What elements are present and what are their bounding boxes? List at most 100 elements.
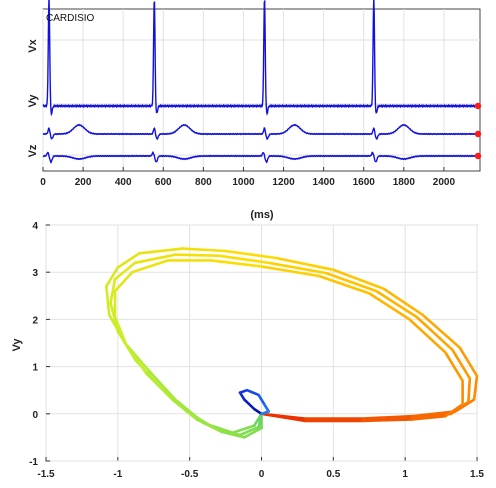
ecg-x-tick-label: 1200 bbox=[272, 177, 295, 188]
ecg-title: CARDISIO bbox=[46, 13, 95, 24]
ecg-panel: 0 200 400 600 800 1000 1200 1400 1600 1800 2000 CA… bbox=[27, 0, 482, 221]
vcg-loop-segment bbox=[109, 277, 117, 305]
vcg-x-tick-label: -1 bbox=[113, 469, 122, 480]
vcg-loop-segment bbox=[224, 249, 278, 260]
vcg-loop-segment bbox=[421, 313, 462, 350]
ecg-x-tick-label: 1800 bbox=[393, 177, 416, 188]
vcg-loop-segment bbox=[408, 318, 447, 354]
vcg-loop-segment bbox=[174, 253, 220, 257]
vcg-loop-segment bbox=[367, 292, 411, 321]
vcg-y-tick-label: 2 bbox=[32, 315, 38, 326]
vcg-loop-segment bbox=[138, 247, 184, 255]
vcg-x-tick-label: 1 bbox=[402, 469, 408, 480]
ecg-end-marker bbox=[474, 152, 482, 160]
vcg-x-tick-label: 0.5 bbox=[326, 469, 340, 480]
vcg-loop-segment bbox=[130, 259, 170, 274]
vcg-loop-segment bbox=[116, 252, 141, 269]
ecg-traces bbox=[42, 0, 481, 164]
vcg-loop-segment bbox=[145, 372, 174, 401]
ecg-end-markers bbox=[474, 102, 482, 160]
vcg-loop-segment bbox=[217, 254, 271, 265]
ecg-x-tick-label: 1000 bbox=[232, 177, 255, 188]
vcg-loop-segment bbox=[125, 344, 148, 376]
vcg-loop-segment bbox=[415, 315, 454, 352]
vcg-inner-loop-segment bbox=[243, 398, 256, 411]
vcg-y-tick-label: 4 bbox=[32, 221, 38, 232]
ecg-end-marker bbox=[474, 102, 482, 110]
vcg-x-tick-labels: -1.5 -1 -0.5 0 0.5 1 1.5 bbox=[37, 469, 484, 480]
vcg-loop-segment bbox=[113, 270, 134, 293]
ecg-ylabel-vx: Vx bbox=[27, 38, 39, 52]
vcg-x-tick-label: -1.5 bbox=[37, 469, 55, 480]
vcg-loop-segment bbox=[260, 412, 306, 423]
ecg-x-tick-label: 0 bbox=[40, 177, 46, 188]
ecg-plot-area bbox=[42, 8, 481, 172]
vcg-y-tick-label: 0 bbox=[32, 410, 38, 421]
vcg-loop-segment bbox=[375, 289, 419, 319]
vcg-loop-segment bbox=[231, 424, 256, 435]
vcg-loop-segment bbox=[317, 274, 371, 295]
vcg-loop-segment bbox=[444, 351, 464, 383]
vcg-loop-segment bbox=[410, 412, 453, 419]
vcg-loop-segment bbox=[171, 398, 199, 421]
vcg-loop-segment bbox=[133, 253, 177, 265]
vcg-loop-segment bbox=[451, 348, 472, 380]
vcg-loop-segment bbox=[195, 418, 223, 434]
vcg-loop-segment bbox=[382, 287, 424, 317]
vcg-inner-loop-segment bbox=[253, 407, 263, 416]
vcg-grid bbox=[45, 224, 478, 462]
ecg-ylabel-vy: Vy bbox=[27, 94, 39, 108]
ecg-x-tick-label: 600 bbox=[155, 177, 172, 188]
vcg-loop-segment bbox=[331, 268, 385, 291]
vcg-loop-segment bbox=[243, 426, 263, 439]
vcg-y-tick-labels: -1 0 1 2 3 4 bbox=[29, 221, 38, 468]
vcg-loop-segment bbox=[238, 425, 260, 437]
vcg-loop-segment bbox=[260, 265, 321, 278]
vcg-loop-segment bbox=[105, 266, 120, 288]
vcg-loop-segment bbox=[220, 430, 246, 439]
ecg-trace-vy bbox=[42, 123, 481, 141]
ecg-ylabel-vz: Vz bbox=[27, 144, 39, 157]
vcg-loop-segment bbox=[458, 346, 479, 378]
vcg-loop-segment bbox=[209, 259, 263, 268]
ecg-end-marker bbox=[474, 130, 482, 138]
vcg-loop-segment bbox=[274, 256, 335, 272]
vcg-loop-segment bbox=[324, 271, 378, 293]
vcg-loop-segment bbox=[410, 410, 457, 418]
vcg-x-tick-label: 1.5 bbox=[470, 469, 484, 480]
vcg-inner-loop-segment bbox=[263, 403, 271, 413]
ecg-trace-vz bbox=[42, 151, 481, 164]
ecg-x-tick-label: 1400 bbox=[313, 177, 336, 188]
vcg-loop-segment bbox=[410, 414, 447, 421]
ecg-x-tick-label: 1600 bbox=[353, 177, 376, 188]
vcg-loop-segment bbox=[113, 261, 137, 281]
ecg-x-tick-label: 200 bbox=[75, 177, 92, 188]
vcg-loop-segment bbox=[113, 315, 128, 347]
vcg-y-tick-label: 1 bbox=[32, 363, 38, 374]
vcg-x-tick-label: -0.5 bbox=[181, 469, 199, 480]
vcg-loop-segment bbox=[105, 285, 111, 317]
ecg-x-tick-label: 800 bbox=[195, 177, 212, 188]
vcg-x-tick-label: 0 bbox=[259, 469, 265, 480]
ecg-x-tick-label: 400 bbox=[115, 177, 132, 188]
vcg-loop-segment bbox=[472, 374, 479, 401]
vcg-inner-loop-segment bbox=[238, 391, 246, 401]
vcg-inner-loop-segment bbox=[245, 388, 260, 397]
ecg-xlabel: (ms) bbox=[250, 209, 274, 221]
vcg-loops bbox=[105, 247, 479, 439]
vcg-inner-loop-segment bbox=[260, 410, 271, 416]
vcg-loop-segment bbox=[467, 377, 472, 404]
ecg-x-tick-labels: 0 200 400 600 800 1000 1200 1400 1600 1800 2000 bbox=[40, 177, 455, 188]
vcg-loop-segment bbox=[360, 418, 414, 423]
vcg-ylabel: Vy bbox=[11, 338, 23, 352]
vcg-loop-segment bbox=[181, 247, 227, 253]
ecg-x-tick-label: 2000 bbox=[433, 177, 456, 188]
vcg-y-tick-label: -1 bbox=[29, 457, 38, 468]
vcg-loop-segment bbox=[360, 416, 414, 421]
vcg-loop-segment bbox=[148, 369, 177, 401]
vcg-loop-segment bbox=[444, 403, 464, 418]
vcg-loop-segment bbox=[267, 261, 328, 275]
vcg-inner-loop-segment bbox=[257, 393, 266, 406]
vcg-y-tick-label: 3 bbox=[32, 268, 38, 279]
